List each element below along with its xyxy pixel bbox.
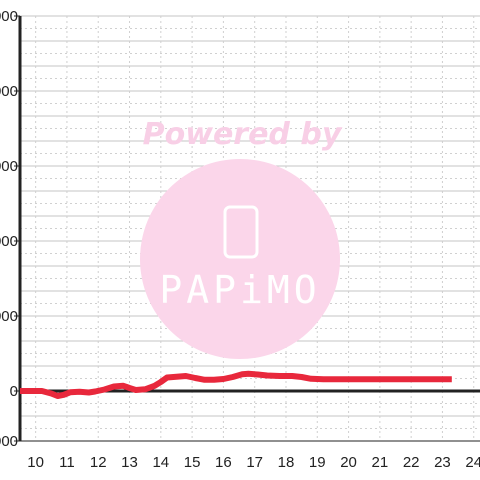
y-tick-label: 150,000 xyxy=(0,8,18,25)
x-tick-label: 18 xyxy=(278,454,295,471)
y-tick-labels: -20,000 0 30,000 60,000 90,000 120,000 150,000 xyxy=(0,8,18,450)
x-tick-label: 24 xyxy=(465,454,480,471)
phone-icon xyxy=(223,205,259,259)
x-tick-label: 19 xyxy=(309,454,326,471)
x-tick-label: 12 xyxy=(90,454,107,471)
x-tick-label: 23 xyxy=(434,454,451,471)
y-tick-label: 30,000 xyxy=(0,308,18,325)
series-group xyxy=(20,370,452,399)
series-line xyxy=(20,370,452,399)
y-tick-label: 120,000 xyxy=(0,83,18,100)
x-tick-label: 14 xyxy=(152,454,169,471)
y-tick-label: 60,000 xyxy=(0,233,18,250)
x-tick-labels: 10 11 12 13 14 15 16 17 18 19 20 21 22 23 24 xyxy=(27,454,480,471)
y-tick-label: 0 xyxy=(10,383,18,400)
y-tick-label: 90,000 xyxy=(0,158,18,175)
x-tick-label: 10 xyxy=(27,454,44,471)
watermark-circle xyxy=(140,159,340,359)
watermark-text: Powered by xyxy=(143,117,343,152)
x-tick-label: 22 xyxy=(403,454,420,471)
x-tick-label: 16 xyxy=(215,454,232,471)
y-tick-label: -20,000 xyxy=(0,433,18,450)
x-tick-label: 20 xyxy=(340,454,357,471)
watermark: Powered by PAPiMO xyxy=(140,117,343,359)
x-tick-label: 21 xyxy=(372,454,389,471)
x-tick-label: 11 xyxy=(59,454,75,471)
x-tick-label: 13 xyxy=(121,454,138,471)
x-tick-label: 17 xyxy=(246,454,263,471)
x-tick-label: 15 xyxy=(184,454,201,471)
watermark-logo-text: PAPiMO xyxy=(159,268,320,312)
